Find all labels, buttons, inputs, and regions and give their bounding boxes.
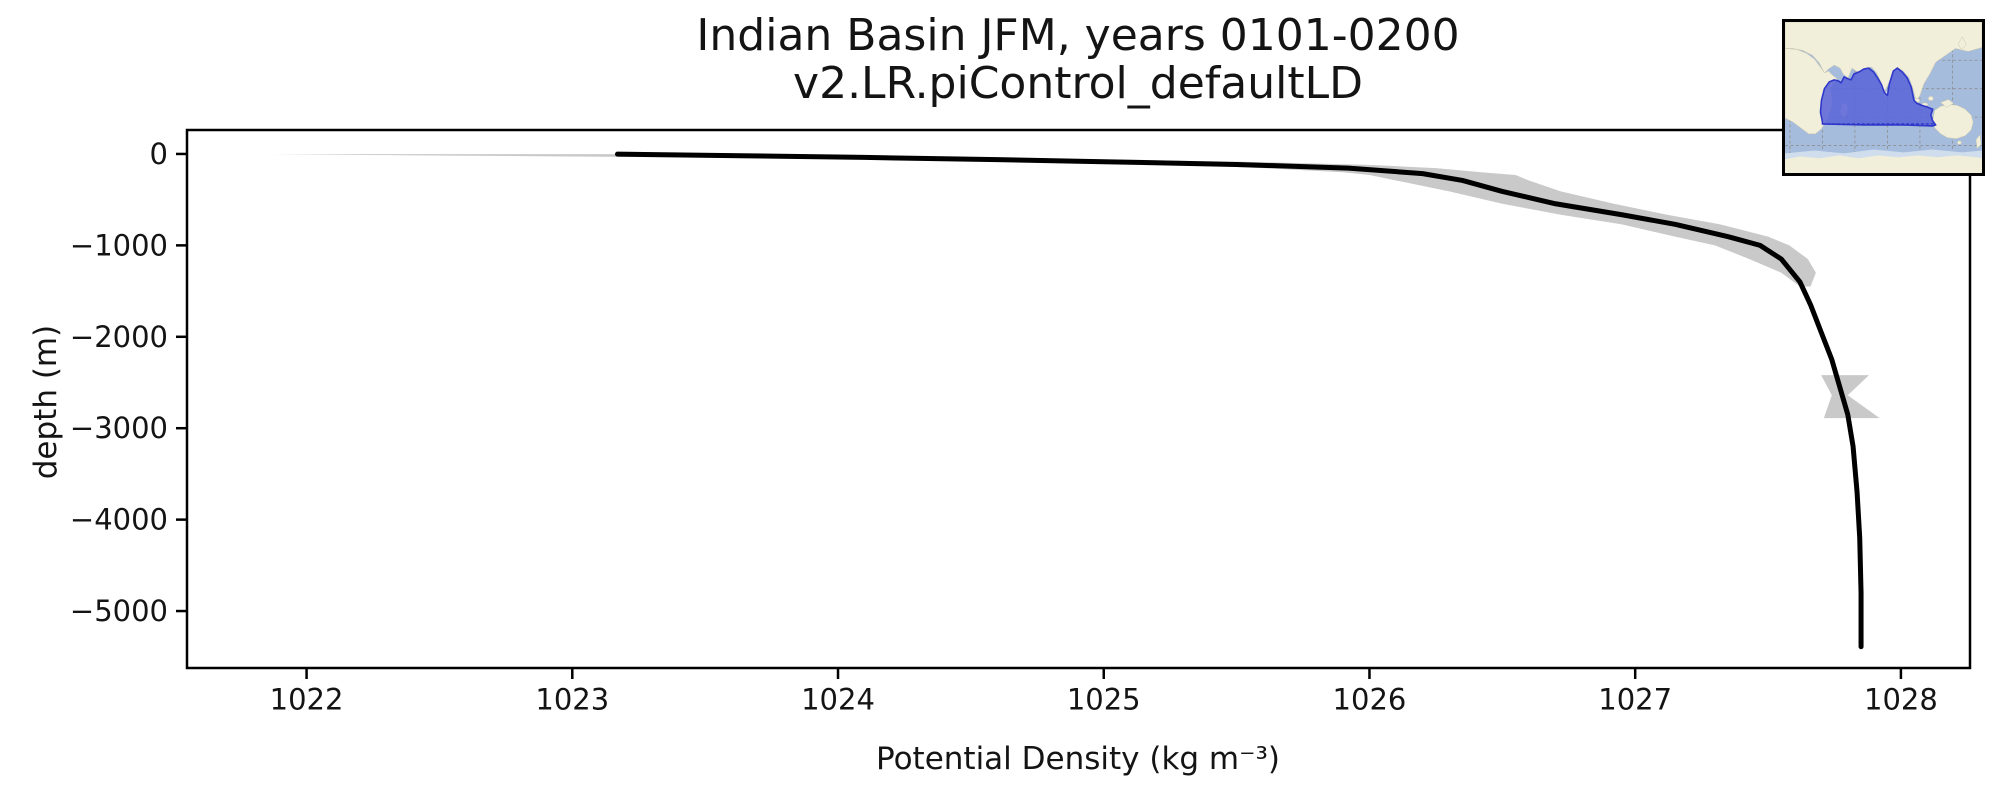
- map-tasmania: [1957, 140, 1962, 145]
- x-axis-label: Potential Density (kg m⁻³): [875, 741, 1281, 777]
- chart-subtitle: v2.LR.piControl_defaultLD: [793, 58, 1363, 109]
- region-inset-map: [1782, 19, 1985, 176]
- map-japan: [1958, 36, 1967, 51]
- map-new-guinea: [1940, 99, 1954, 108]
- y-tick-label: −4000: [70, 503, 168, 537]
- x-tick-label: 1026: [1333, 683, 1407, 717]
- map-borneo: [1928, 96, 1934, 101]
- chart-title-block: Indian Basin JFM, years 0101-0200 v2.LR.…: [178, 12, 1978, 108]
- chart-title: Indian Basin JFM, years 0101-0200: [696, 10, 1460, 61]
- y-tick-label: −1000: [70, 228, 168, 262]
- axes-frame: [185, 128, 1972, 670]
- x-tick-label: 1028: [1864, 683, 1938, 717]
- x-tick-label: 1027: [1598, 683, 1672, 717]
- x-tick-label: 1025: [1067, 683, 1141, 717]
- x-tick-label: 1022: [270, 683, 344, 717]
- map-indian-basin-region: [1819, 67, 1937, 127]
- map-eurasia: [1785, 22, 1982, 103]
- x-tick-label: 1023: [535, 683, 609, 717]
- y-axis-label: depth (m): [28, 324, 64, 480]
- map-antarctica: [1785, 155, 1982, 173]
- map-new-zealand: [1975, 134, 1982, 150]
- mean-profile-line: [614, 151, 1864, 650]
- y-tick-label: −5000: [70, 594, 168, 628]
- y-tick-label: −3000: [70, 411, 168, 445]
- spread-band: [272, 154, 1816, 287]
- y-tick-label: 0: [150, 137, 168, 171]
- x-tick-label: 1024: [801, 683, 875, 717]
- y-tick-label: −2000: [70, 320, 168, 354]
- deep-spread-patch: [1821, 375, 1880, 419]
